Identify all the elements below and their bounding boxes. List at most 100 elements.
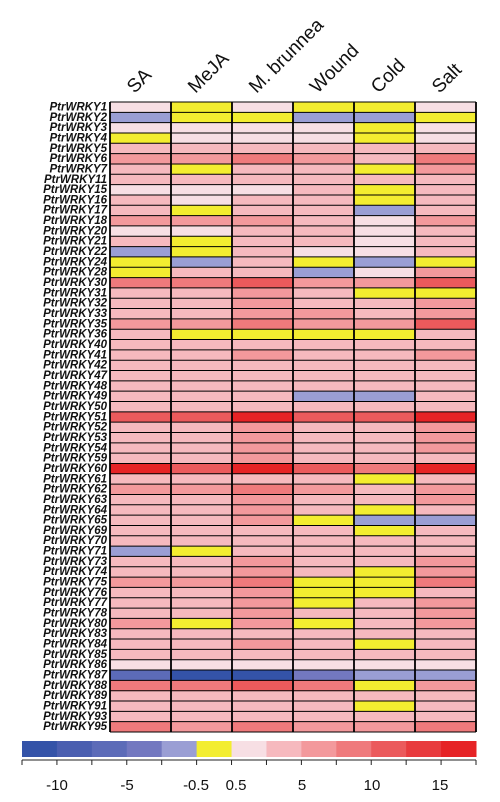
heatmap-cell (293, 194, 354, 206)
heatmap-cell (110, 546, 171, 557)
heatmap-cell (415, 587, 476, 598)
heatmap-cell (415, 287, 476, 299)
heatmap-cell (110, 112, 171, 123)
heatmap-cell (415, 318, 476, 330)
heatmap-cell (110, 649, 171, 660)
heatmap-cell (354, 163, 415, 175)
heatmap-cell (110, 453, 171, 464)
heatmap-cell (354, 690, 415, 702)
heatmap-cell (293, 401, 354, 412)
heatmap-cell (293, 391, 354, 402)
heatmap-cell (171, 339, 232, 350)
heatmap-cell (232, 267, 293, 278)
row-label: PtrWRKY42 (43, 360, 108, 372)
heatmap-cell (110, 639, 171, 650)
heatmap-cell (110, 122, 171, 133)
heatmap-cell (293, 163, 354, 175)
heatmap-cell (232, 504, 293, 516)
heatmap-cell (293, 494, 354, 505)
heatmap-cell (293, 649, 354, 660)
heatmap-cell (110, 670, 171, 681)
heatmap-cell (415, 339, 476, 350)
colorbar-swatch (22, 741, 58, 757)
heatmap-cell (110, 143, 171, 154)
heatmap-cell (232, 277, 293, 288)
row-label: PtrWRKY54 (43, 442, 108, 454)
row-label: PtrWRKY60 (43, 463, 108, 475)
row-label: PtrWRKY78 (43, 608, 108, 620)
heatmap-cell (110, 587, 171, 598)
heatmap-cell (293, 618, 354, 629)
heatmap-cell (415, 225, 476, 237)
heatmap-cell (171, 360, 232, 371)
heatmap-cell (293, 411, 354, 423)
heatmap-cell (171, 246, 232, 257)
colorbar-tick-label: -10 (46, 777, 68, 794)
heatmap-cell (171, 401, 232, 412)
heatmap-cell (171, 112, 232, 123)
heatmap-cell (171, 670, 232, 681)
heatmap-cell (415, 504, 476, 516)
heatmap-cell (232, 566, 293, 578)
heatmap-cell (232, 256, 293, 268)
row-label: PtrWRKY35 (43, 318, 108, 330)
colorbar-swatch (91, 741, 128, 757)
row-label: PtrWRKY69 (43, 525, 108, 537)
row-label: PtrWRKY30 (43, 277, 108, 289)
heatmap-cell (110, 525, 171, 536)
heatmap-cell (232, 318, 293, 330)
heatmap-cell (354, 236, 415, 247)
heatmap-cell (293, 225, 354, 237)
heatmap-cell (415, 422, 476, 433)
heatmap-cell (293, 546, 354, 557)
heatmap-cell (415, 298, 476, 309)
heatmap-cell (354, 360, 415, 371)
heatmap-cell (354, 577, 415, 588)
heatmap-cell (110, 690, 171, 702)
heatmap-cell (354, 267, 415, 278)
heatmap-cell (171, 721, 232, 732)
heatmap-cell (293, 484, 354, 495)
heatmap-cell (232, 701, 293, 712)
heatmap-cell (354, 670, 415, 681)
heatmap-cell (354, 628, 415, 640)
heatmap-cell (171, 649, 232, 660)
row-label: PtrWRKY5 (49, 143, 107, 155)
heatmap-cell (232, 608, 293, 619)
heatmap-cell (354, 391, 415, 402)
colorbar-swatch (336, 741, 372, 757)
heatmap-cell (171, 566, 232, 578)
heatmap-cell (415, 628, 476, 640)
heatmap-cell (354, 422, 415, 433)
heatmap-cell (415, 370, 476, 381)
heatmap-cell (171, 690, 232, 702)
colorbar-tick-label: 15 (432, 777, 449, 794)
heatmap-cell (110, 515, 171, 526)
heatmap-cell (354, 597, 415, 609)
heatmap-cell (232, 535, 293, 547)
heatmap-cell (232, 380, 293, 392)
heatmap-cell (354, 639, 415, 650)
heatmap-cell (415, 267, 476, 278)
heatmap-cell (354, 102, 415, 113)
heatmap-cell (171, 546, 232, 557)
heatmap-cell (171, 473, 232, 485)
heatmap-cell (110, 504, 171, 516)
heatmap-cell (171, 308, 232, 319)
heatmap-cell (415, 701, 476, 712)
heatmap-cell (232, 556, 293, 567)
heatmap-cell (354, 225, 415, 237)
heatmap-cell (171, 391, 232, 402)
heatmap-cell (110, 225, 171, 237)
heatmap-cell (415, 122, 476, 133)
heatmap-cell (232, 639, 293, 650)
heatmap-cell (232, 391, 293, 402)
heatmap-cell (354, 287, 415, 299)
heatmap-cell (171, 577, 232, 588)
heatmap-cell (232, 515, 293, 526)
heatmap-cell (293, 132, 354, 144)
heatmap-cell (354, 587, 415, 598)
heatmap-cell (171, 122, 232, 133)
row-label: PtrWRKY87 (43, 670, 108, 682)
heatmap-cell (415, 411, 476, 423)
